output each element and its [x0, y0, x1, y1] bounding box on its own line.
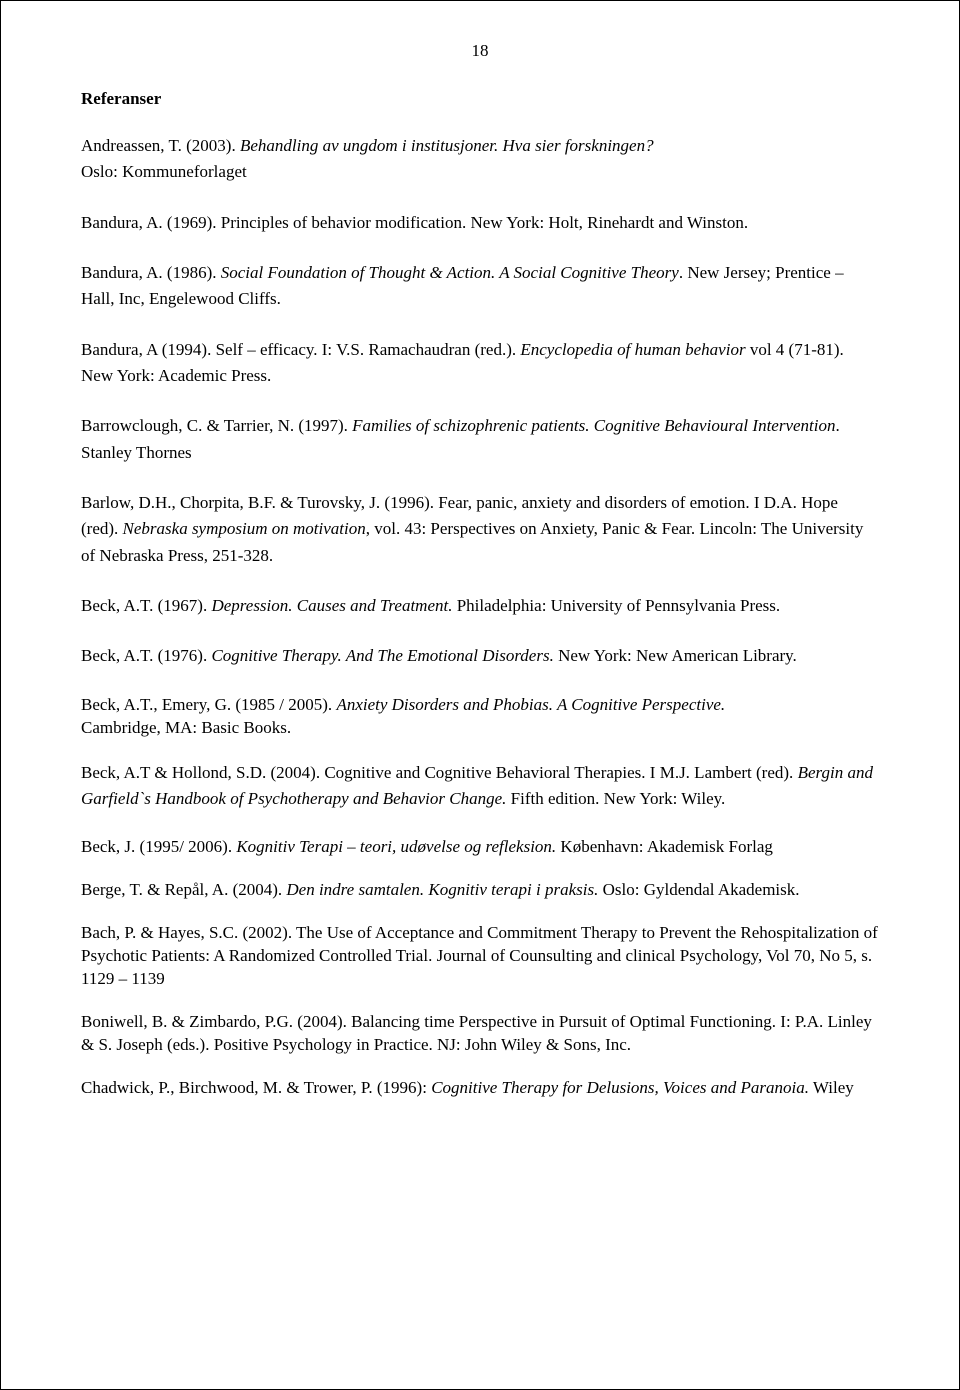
ref-text: Wiley [809, 1078, 854, 1097]
ref-italic: Den indre samtalen. Kognitiv terapi i pr… [286, 880, 598, 899]
section-title: Referanser [81, 89, 879, 109]
document-page: 18 Referanser Andreassen, T. (2003). Beh… [0, 0, 960, 1390]
ref-text: Barrowclough, C. & Tarrier, N. (1997). [81, 416, 352, 435]
ref-text: Oslo: Kommuneforlaget [81, 162, 247, 181]
ref-italic: Social Foundation of Thought & Action. A… [221, 263, 679, 282]
ref-text: Andreassen, T. (2003). [81, 136, 240, 155]
ref-italic: Encyclopedia of human behavior [520, 340, 749, 359]
reference-entry: Chadwick, P., Birchwood, M. & Trower, P.… [81, 1077, 879, 1100]
ref-text: Berge, T. & Repål, A. (2004). [81, 880, 286, 899]
reference-entry: Bach, P. & Hayes, S.C. (2002). The Use o… [81, 922, 879, 991]
ref-text: New York: New American Library. [554, 646, 797, 665]
reference-entry: Barlow, D.H., Chorpita, B.F. & Turovsky,… [81, 490, 879, 569]
ref-text: Cambridge, MA: Basic Books. [81, 718, 291, 737]
reference-entry: Beck, A.T & Hollond, S.D. (2004). Cognit… [81, 760, 879, 813]
ref-italic: Behandling av ungdom i institusjoner. Hv… [240, 136, 654, 155]
reference-entry: Beck, A.T. (1976). Cognitive Therapy. An… [81, 643, 879, 669]
ref-italic: Cognitive Therapy for Delusions, Voices … [431, 1078, 809, 1097]
ref-italic: Kognitiv Terapi – teori, udøvelse og ref… [236, 837, 556, 856]
page-number: 18 [81, 41, 879, 61]
ref-italic: Anxiety Disorders and Phobias. A Cogniti… [336, 695, 725, 714]
ref-text: Bandura, A (1994). Self – efficacy. I: V… [81, 340, 520, 359]
reference-entry: Beck, A.T., Emery, G. (1985 / 2005). Anx… [81, 694, 879, 740]
reference-entry: Beck, J. (1995/ 2006). Kognitiv Terapi –… [81, 836, 879, 859]
ref-text: Beck, A.T., Emery, G. (1985 / 2005). [81, 695, 336, 714]
ref-italic: Cognitive Therapy. And The Emotional Dis… [211, 646, 553, 665]
ref-text: Bach, P. & Hayes, S.C. (2002). The Use o… [81, 923, 878, 988]
ref-text: Boniwell, B. & Zimbardo, P.G. (2004). Ba… [81, 1012, 872, 1054]
ref-text: Bandura, A. (1969). Principles of behavi… [81, 213, 748, 232]
ref-text: Philadelphia: University of Pennsylvania… [452, 596, 780, 615]
ref-text: Bandura, A. (1986). [81, 263, 221, 282]
ref-text: Beck, A.T & Hollond, S.D. (2004). Cognit… [81, 763, 798, 782]
ref-text: Beck, A.T. (1967). [81, 596, 211, 615]
ref-italic: Depression. Causes and Treatment. [211, 596, 452, 615]
ref-text: København: Akademisk Forlag [556, 837, 773, 856]
ref-text: Chadwick, P., Birchwood, M. & Trower, P.… [81, 1078, 431, 1097]
reference-entry: Bandura, A (1994). Self – efficacy. I: V… [81, 337, 879, 390]
ref-italic: Families of schizophrenic patients. Cogn… [352, 416, 835, 435]
ref-text: Beck, A.T. (1976). [81, 646, 211, 665]
ref-text: Fifth edition. New York: Wiley. [506, 789, 725, 808]
reference-entry: Bandura, A. (1969). Principles of behavi… [81, 210, 879, 236]
ref-text: Beck, J. (1995/ 2006). [81, 837, 236, 856]
reference-entry: Bandura, A. (1986). Social Foundation of… [81, 260, 879, 313]
reference-entry: Berge, T. & Repål, A. (2004). Den indre … [81, 879, 879, 902]
reference-entry: Beck, A.T. (1967). Depression. Causes an… [81, 593, 879, 619]
reference-entry: Barrowclough, C. & Tarrier, N. (1997). F… [81, 413, 879, 466]
reference-entry: Boniwell, B. & Zimbardo, P.G. (2004). Ba… [81, 1011, 879, 1057]
ref-italic: Nebraska symposium on motivation [123, 519, 366, 538]
ref-text: Oslo: Gyldendal Akademisk. [598, 880, 799, 899]
reference-entry: Andreassen, T. (2003). Behandling av ung… [81, 133, 879, 186]
